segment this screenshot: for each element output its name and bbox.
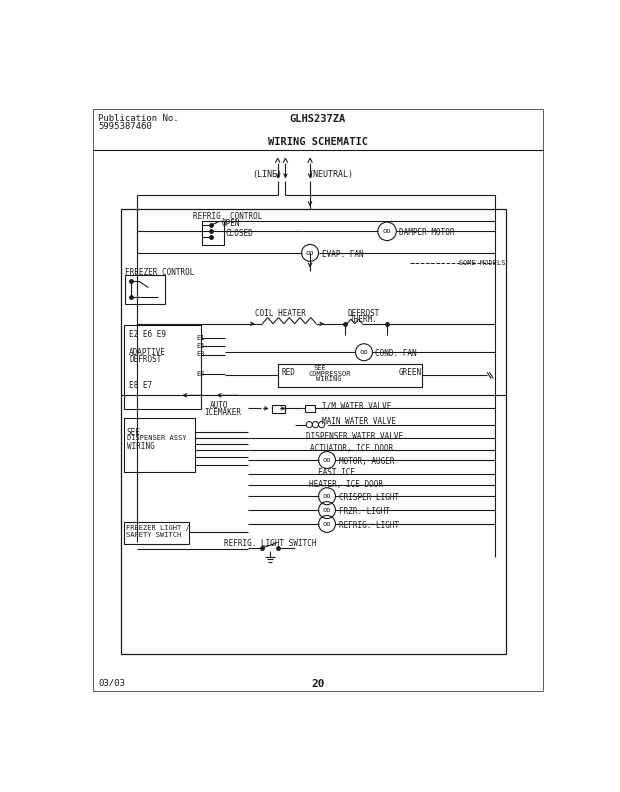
Bar: [202, 220, 224, 246]
Text: oo: oo: [360, 349, 368, 356]
Text: DEFROST: DEFROST: [129, 356, 161, 364]
Text: MAIN WATER VALVE: MAIN WATER VALVE: [322, 417, 396, 426]
Text: E3: E3: [196, 352, 205, 357]
Text: FRZR. LIGHT: FRZR. LIGHT: [339, 507, 389, 516]
Text: MOTOR, AUGER: MOTOR, AUGER: [339, 457, 394, 466]
Text: (LINE): (LINE): [252, 170, 282, 180]
Text: ACTUATOR, ICE DOOR: ACTUATOR, ICE DOOR: [310, 444, 393, 453]
Text: oo: oo: [323, 493, 331, 499]
Text: GLHS237ZA: GLHS237ZA: [290, 114, 346, 124]
Text: FREEZER LIGHT /: FREEZER LIGHT /: [126, 525, 190, 531]
Text: E1: E1: [196, 334, 205, 341]
Text: - - - - -  SOME MODELS: - - - - - SOME MODELS: [412, 260, 505, 266]
Text: oo: oo: [306, 250, 314, 256]
Text: oo: oo: [323, 507, 331, 513]
Bar: [304, 406, 316, 412]
Text: CLOSED: CLOSED: [225, 229, 253, 238]
Text: oo: oo: [323, 457, 331, 463]
Bar: [125, 276, 166, 304]
Text: REFRIG. LIGHT SWITCH: REFRIG. LIGHT SWITCH: [224, 539, 316, 548]
Text: E5: E5: [196, 343, 205, 349]
Text: COMPRESSOR: COMPRESSOR: [309, 371, 351, 377]
Text: THERM.: THERM.: [350, 315, 378, 324]
Text: AUTO: AUTO: [210, 402, 228, 410]
Text: oo: oo: [323, 521, 331, 527]
Text: E4: E4: [196, 371, 205, 377]
Text: (NEUTRAL): (NEUTRAL): [309, 170, 353, 180]
Bar: [124, 523, 189, 544]
Text: SEE: SEE: [126, 428, 141, 436]
Text: SEE: SEE: [314, 364, 327, 371]
Text: DISPENSER WATER VALVE: DISPENSER WATER VALVE: [306, 432, 404, 440]
Bar: [122, 209, 507, 654]
Text: REFRIG. LIGHT: REFRIG. LIGHT: [339, 521, 399, 530]
Text: REFRIG. CONTROL: REFRIG. CONTROL: [193, 212, 262, 221]
Bar: [124, 418, 195, 472]
Text: WIRING SCHEMATIC: WIRING SCHEMATIC: [268, 137, 368, 147]
Bar: [124, 325, 201, 409]
Text: HEATER, ICE DOOR: HEATER, ICE DOOR: [309, 480, 383, 489]
Bar: [272, 406, 285, 413]
Text: 20: 20: [311, 679, 324, 689]
Text: ADAPTIVE: ADAPTIVE: [129, 348, 166, 356]
Text: E2 E6 E9: E2 E6 E9: [129, 330, 166, 339]
Text: DEFROST: DEFROST: [347, 309, 379, 318]
Text: CRISPER LIGHT: CRISPER LIGHT: [339, 493, 399, 502]
Text: Publication No.: Publication No.: [99, 114, 179, 124]
Text: EVAP. FAN: EVAP. FAN: [322, 249, 363, 259]
Text: 5995387460: 5995387460: [99, 122, 152, 131]
Text: I/M WATER VALVE: I/M WATER VALVE: [322, 402, 391, 410]
Text: DISPENSER ASSY: DISPENSER ASSY: [126, 435, 186, 440]
Text: WIRING: WIRING: [126, 442, 154, 451]
Text: FAST ICE: FAST ICE: [317, 469, 355, 478]
Text: DAMPER MOTOR: DAMPER MOTOR: [399, 228, 455, 238]
Text: COIL HEATER: COIL HEATER: [255, 309, 306, 318]
Text: SAFETY SWITCH: SAFETY SWITCH: [126, 531, 181, 538]
Text: oo: oo: [383, 228, 391, 234]
Bar: [278, 364, 422, 386]
Text: 03/03: 03/03: [99, 679, 125, 687]
Text: FREEZER CONTROL: FREEZER CONTROL: [125, 268, 195, 277]
Text: ICEMAKER: ICEMAKER: [205, 409, 242, 417]
Text: OPEN: OPEN: [221, 219, 240, 228]
Text: COND. FAN: COND. FAN: [374, 349, 417, 358]
Text: RED: RED: [281, 367, 296, 377]
Text: E8 E7: E8 E7: [129, 382, 153, 390]
Text: GREEN: GREEN: [399, 367, 422, 377]
Text: WIRING: WIRING: [316, 376, 342, 382]
